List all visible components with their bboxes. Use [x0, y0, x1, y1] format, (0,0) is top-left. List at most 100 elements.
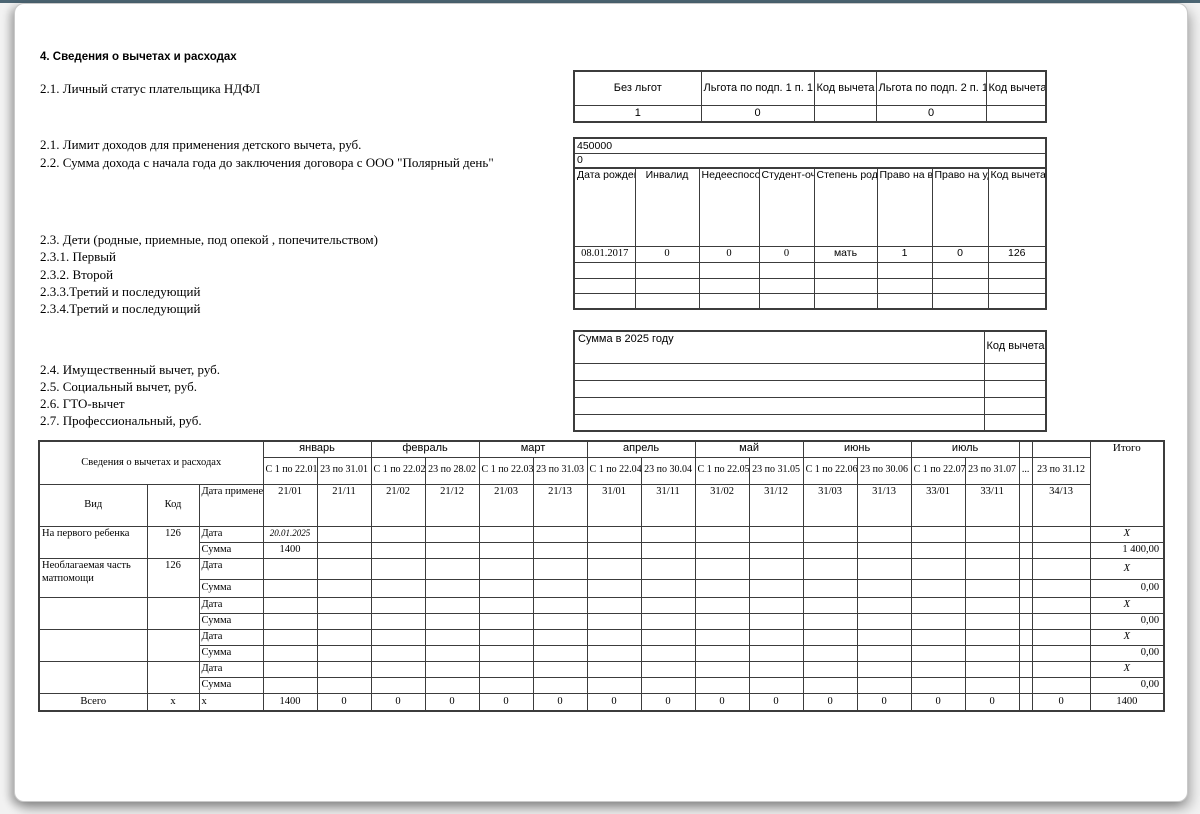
value-cell[interactable] [370, 596, 426, 614]
value-cell[interactable] [424, 557, 480, 580]
value-cell[interactable] [964, 557, 1020, 580]
value-cell[interactable] [1031, 578, 1091, 598]
value-cell[interactable] [694, 612, 750, 630]
value-cell[interactable] [748, 596, 804, 614]
value-cell[interactable] [813, 261, 878, 279]
value-cell[interactable] [262, 644, 318, 662]
value-cell[interactable] [694, 644, 750, 662]
value-cell[interactable] [964, 660, 1020, 678]
value-cell[interactable] [316, 525, 372, 543]
value-cell[interactable] [586, 660, 642, 678]
value-cell[interactable] [316, 541, 372, 559]
value-cell[interactable] [964, 541, 1020, 559]
value-cell[interactable] [856, 541, 912, 559]
value-cell[interactable] [1018, 525, 1033, 543]
value-cell[interactable] [856, 557, 912, 580]
value-cell[interactable] [1031, 660, 1091, 678]
value-cell[interactable] [370, 676, 426, 694]
value-cell[interactable] [1031, 612, 1091, 630]
value-cell[interactable] [910, 525, 966, 543]
value-cell[interactable] [262, 557, 318, 580]
value-cell[interactable] [856, 525, 912, 543]
value-cell[interactable] [316, 612, 372, 630]
value-cell[interactable]: 20.01.2025 [262, 525, 318, 543]
value-cell[interactable] [370, 612, 426, 630]
value-cell[interactable]: 0 [700, 104, 815, 123]
value-cell[interactable] [813, 104, 877, 123]
value-cell[interactable] [586, 596, 642, 614]
value-cell[interactable] [316, 628, 372, 646]
value-cell[interactable] [856, 660, 912, 678]
value-cell[interactable] [802, 557, 858, 580]
value-cell[interactable] [983, 396, 1047, 415]
value-cell[interactable] [640, 557, 696, 580]
value-cell[interactable] [424, 578, 480, 598]
value-cell[interactable] [370, 541, 426, 559]
value-cell[interactable] [983, 379, 1047, 398]
value-cell[interactable] [1018, 578, 1033, 598]
value-cell[interactable] [1018, 660, 1033, 678]
value-cell[interactable] [876, 261, 933, 279]
value-cell[interactable] [262, 676, 318, 694]
value-cell[interactable] [478, 541, 534, 559]
value-cell[interactable] [634, 277, 700, 294]
value-cell[interactable] [964, 578, 1020, 598]
value-cell[interactable] [424, 612, 480, 630]
value-cell[interactable] [424, 660, 480, 678]
value-cell[interactable] [586, 525, 642, 543]
deduction-kind-cell[interactable] [38, 628, 148, 662]
value-cell[interactable] [532, 525, 588, 543]
value-cell[interactable] [1018, 628, 1033, 646]
value-cell[interactable] [586, 557, 642, 580]
value-cell[interactable] [424, 525, 480, 543]
value-cell[interactable] [802, 628, 858, 646]
value-cell[interactable] [424, 541, 480, 559]
value-cell[interactable] [424, 644, 480, 662]
value-cell[interactable] [586, 628, 642, 646]
value-cell[interactable] [985, 104, 1047, 123]
value-cell[interactable] [802, 644, 858, 662]
value-cell[interactable] [856, 596, 912, 614]
value-cell[interactable] [910, 676, 966, 694]
value-cell[interactable] [694, 628, 750, 646]
value-cell[interactable] [694, 578, 750, 598]
value-cell[interactable] [640, 541, 696, 559]
value-cell[interactable] [1031, 596, 1091, 614]
value-cell[interactable] [694, 525, 750, 543]
value-cell[interactable] [910, 557, 966, 580]
value-cell[interactable] [478, 612, 534, 630]
value-cell[interactable] [964, 596, 1020, 614]
deduction-kind-cell[interactable] [38, 660, 148, 694]
value-cell[interactable] [758, 261, 815, 279]
value-cell[interactable] [370, 525, 426, 543]
value-cell[interactable] [748, 578, 804, 598]
value-cell[interactable] [931, 292, 989, 310]
value-cell[interactable] [586, 541, 642, 559]
value-cell[interactable] [964, 676, 1020, 694]
value-cell[interactable] [758, 277, 815, 294]
value-cell[interactable] [694, 541, 750, 559]
value-cell[interactable] [573, 396, 985, 415]
value-cell[interactable] [532, 644, 588, 662]
value-cell[interactable] [478, 596, 534, 614]
value-cell[interactable] [748, 660, 804, 678]
value-cell[interactable] [983, 362, 1047, 381]
kinship-cell[interactable]: мать [813, 245, 878, 263]
value-cell[interactable] [640, 676, 696, 694]
value-cell[interactable] [478, 660, 534, 678]
value-cell[interactable] [698, 292, 760, 310]
value-cell[interactable] [316, 660, 372, 678]
value-cell[interactable] [698, 261, 760, 279]
deduction-code-cell[interactable]: 126 [146, 557, 200, 598]
value-cell[interactable] [802, 612, 858, 630]
value-cell[interactable] [1018, 644, 1033, 662]
value-cell[interactable] [262, 596, 318, 614]
value-cell[interactable] [856, 644, 912, 662]
value-cell[interactable] [262, 578, 318, 598]
value-cell[interactable] [748, 612, 804, 630]
value-cell[interactable] [698, 277, 760, 294]
value-cell[interactable] [910, 644, 966, 662]
value-cell[interactable] [964, 644, 1020, 662]
value-cell[interactable] [856, 578, 912, 598]
value-cell[interactable] [1018, 541, 1033, 559]
